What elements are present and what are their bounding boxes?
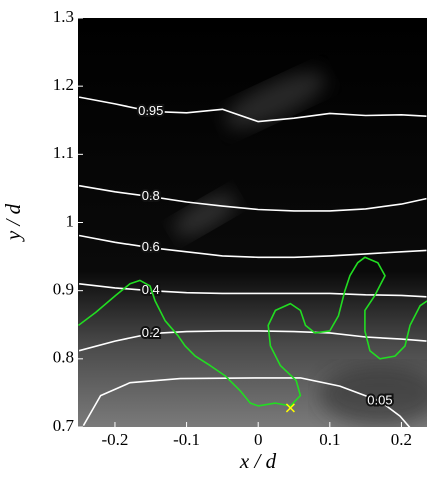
contour-line [78, 184, 427, 212]
y-tick-label: 1.1 [53, 143, 74, 162]
contour-label: 0.95 [138, 103, 163, 118]
x-tick-label: -0.1 [173, 430, 200, 449]
contour-line [82, 377, 411, 427]
background-image [78, 18, 427, 427]
y-tick-label: 1.3 [53, 7, 74, 26]
y-tick-label: 1 [66, 211, 75, 230]
y-tick-label: 0.8 [53, 348, 74, 367]
x-tick-label: 0 [254, 430, 263, 449]
contour-label: 0.8 [142, 188, 160, 203]
contour-label: 0.2 [142, 325, 160, 340]
y-tick-label: 0.7 [53, 416, 75, 435]
y-axis-label: y / d [1, 203, 25, 242]
x-tick-label: 0.1 [319, 430, 340, 449]
x-tick-label: -0.2 [101, 430, 128, 449]
contour-line [78, 96, 427, 123]
x-axis-label: x / d [239, 449, 277, 473]
y-tick-label: 1.2 [53, 75, 74, 94]
contour-line [78, 234, 427, 259]
contour-line [78, 330, 427, 352]
contour-label: 0.6 [142, 239, 160, 254]
plot-area: 0.950.80.60.40.20.05 [78, 96, 427, 427]
contour-label: 0.05 [367, 393, 392, 408]
y-tick-label: 0.9 [53, 280, 74, 299]
contour-line [78, 256, 427, 407]
point-marker [285, 403, 295, 413]
contour-line [79, 283, 427, 298]
x-tick-label: 0.2 [391, 430, 412, 449]
